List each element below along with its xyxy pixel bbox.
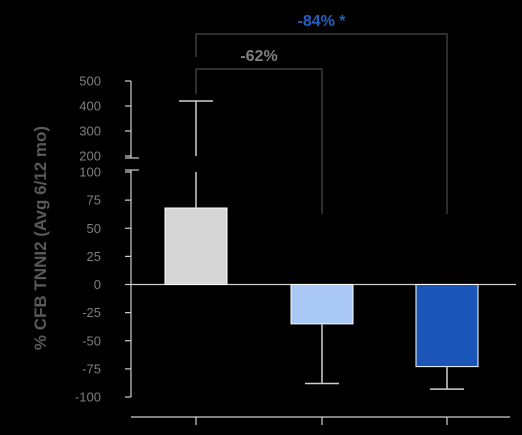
y-upper-tick-label: 300 — [79, 124, 101, 139]
y-lower-tick-label: 75 — [87, 193, 101, 208]
bar — [415, 284, 479, 368]
y-lower-tick-label: 50 — [87, 221, 101, 236]
y-lower-tick-label: -100 — [75, 390, 101, 405]
comparison-bracket — [195, 68, 323, 214]
y-lower-tick-label: -25 — [82, 305, 101, 320]
bar — [164, 207, 228, 285]
bar — [290, 284, 354, 325]
y-lower-tick-label: 0 — [94, 277, 101, 292]
y-lower-tick-label: 100 — [79, 165, 101, 180]
error-bars — [179, 100, 464, 390]
bars — [164, 207, 479, 368]
y-lower-tick-label: -50 — [82, 333, 101, 348]
comparison-label: -84% * — [297, 13, 346, 30]
y-lower-tick-label: 25 — [87, 249, 101, 264]
y-upper-tick-label: 200 — [79, 149, 101, 164]
comparison-annotations: -62% -84% * — [195, 13, 448, 214]
comparison-label: -62% — [240, 48, 277, 65]
y-lower-tick-label: -75 — [82, 361, 101, 376]
y-upper-tick-label: 400 — [79, 99, 101, 114]
y-axis-label: % CFB TNNI2 (Avg 6/12 mo) — [31, 126, 50, 350]
y-upper-tick-label: 500 — [79, 74, 101, 89]
comparison-bracket — [195, 33, 448, 214]
